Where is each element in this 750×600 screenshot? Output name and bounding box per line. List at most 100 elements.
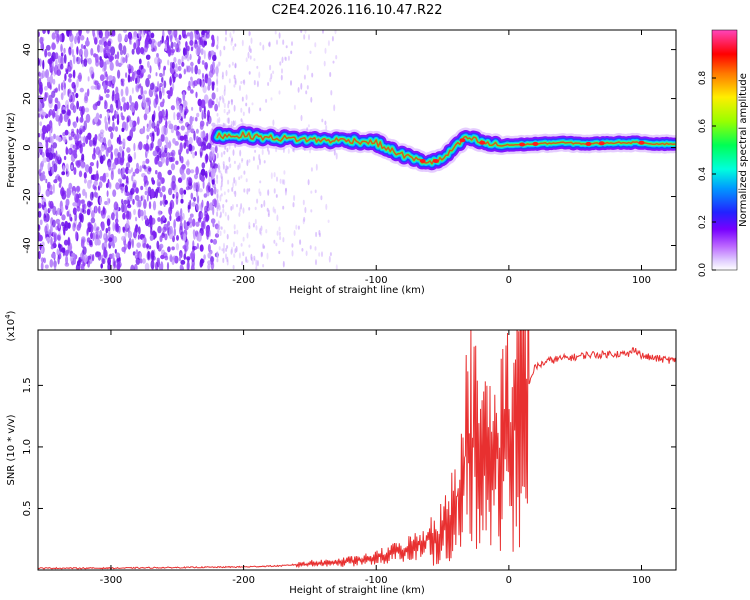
spectrogram-noise-speck (186, 125, 192, 133)
spectrogram-noise-speck (212, 150, 215, 161)
spectrogram-noise-speck (129, 76, 133, 82)
spectrogram-noise-speck (232, 46, 235, 51)
spectrogram-noise-speck (85, 191, 88, 199)
spectrogram-noise-speck (44, 264, 49, 269)
spectrogram-noise-speck (68, 182, 73, 190)
spectrogram-noise-speck (256, 260, 259, 267)
spectrogram-noise-speck (54, 103, 58, 112)
spectrogram-noise-speck (151, 114, 155, 123)
spectrogram-noise-speck (167, 30, 172, 35)
spectrogram-noise-speck (227, 214, 230, 221)
spectrogram-noise-speck (216, 72, 219, 79)
spectrogram-noise-speck (238, 212, 241, 217)
spectrogram-noise-speck (284, 56, 287, 62)
spectrogram-noise-speck (72, 190, 76, 196)
spectrogram-noise-speck (259, 227, 262, 235)
spectrogram-noise-speck (151, 251, 155, 261)
spectrogram-noise-speck (64, 262, 70, 267)
spectrogram-noise-speck (229, 32, 232, 38)
spectrogram-noise-speck (266, 207, 269, 212)
spectrogram-noise-speck (80, 35, 85, 41)
spectrogram-noise-speck (46, 124, 51, 132)
spectrogram-noise-speck (41, 151, 45, 158)
spectrogram-noise-speck (130, 127, 133, 136)
snr-y-tick-label: 1.0 (22, 439, 33, 455)
spectrogram-noise-speck (315, 259, 317, 266)
spectrogram-noise-speck (62, 247, 66, 257)
spectrogram-noise-speck (123, 30, 127, 34)
spectrogram-noise-speck (51, 90, 56, 99)
spectrogram-noise-speck (240, 203, 243, 210)
spectrogram-noise-speck (95, 227, 99, 234)
spectrogram-noise-speck (76, 185, 81, 192)
spectrogram-noise-speck (214, 233, 220, 238)
spectrogram-noise-speck (168, 45, 172, 53)
spectrogram-noise-speck (87, 76, 90, 82)
spectrogram-noise-speck (70, 164, 74, 170)
spectrogram-noise-speck (276, 39, 278, 45)
spectrogram-noise-speck (245, 178, 248, 183)
snr-frame (37, 329, 677, 571)
spectrogram-noise-speck (166, 41, 170, 49)
spectrogram-noise-speck (212, 54, 217, 62)
spectrogram-noise-speck (72, 69, 76, 79)
spectrogram-x-tick-label: -300 (100, 275, 123, 286)
spectrogram-noise-speck (61, 171, 66, 176)
spectrogram-noise-speck (80, 239, 85, 249)
spectrogram-noise-speck (143, 209, 147, 218)
spectrogram-noise-speck (324, 120, 327, 126)
spectrogram-noise-speck (111, 252, 115, 260)
spectrogram-noise-speck (104, 99, 107, 106)
spectrogram-noise-speck (104, 30, 110, 39)
spectrogram-x-tick-label: 0 (506, 275, 512, 286)
spectrogram-noise-speck (259, 180, 262, 184)
spectrogram-noise-speck (157, 171, 162, 180)
spectrogram-noise-speck (88, 139, 94, 147)
spectrogram-noise-speck (93, 222, 97, 232)
spectrogram-noise-speck (202, 180, 205, 189)
spectrogram-noise-speck (202, 137, 207, 146)
spectrogram-noise-speck (103, 249, 108, 259)
spectrogram-noise-speck (242, 111, 245, 117)
spectrogram-noise-speck (214, 223, 219, 230)
spectrogram-noise-speck (130, 105, 135, 113)
spectrogram-peak-spot (519, 142, 526, 147)
spectrogram-noise-speck (197, 232, 202, 242)
spectrogram-noise-speck (210, 161, 213, 169)
spectrogram-noise-speck (232, 241, 235, 248)
spectrogram-noise-speck (124, 121, 129, 132)
spectrogram-noise-speck (117, 168, 121, 175)
spectrogram-noise-speck (38, 141, 41, 147)
spectrogram-noise-speck (51, 42, 56, 50)
spectrogram-noise-speck (50, 66, 55, 72)
spectrogram-noise-speck (157, 105, 161, 112)
spectrogram-noise-speck (39, 243, 42, 251)
spectrogram-noise-speck (216, 189, 219, 193)
spectrogram-noise-speck (85, 39, 90, 47)
spectrogram-x-label: Height of straight line (km) (289, 285, 425, 296)
spectrogram-noise-speck (121, 235, 126, 241)
spectrogram-noise-speck (173, 228, 176, 237)
spectrogram-noise-speck (210, 146, 216, 153)
spectrogram-noise-speck (206, 121, 209, 127)
spectrogram-noise-speck (124, 243, 128, 250)
spectrogram-noise-speck (125, 212, 130, 220)
spectrogram-noise-speck (192, 218, 196, 227)
spectrogram-noise-speck (232, 120, 235, 127)
spectrogram-noise-speck (69, 256, 73, 262)
spectrogram-noise-speck (74, 135, 78, 144)
spectrogram-noise-speck (98, 181, 103, 189)
spectrogram-noise-speck (83, 254, 88, 263)
spectrogram-noise-speck (42, 30, 47, 34)
spectrogram-noise-speck (238, 162, 241, 169)
spectrogram-noise-speck (84, 107, 90, 113)
spectrogram-noise-speck (156, 129, 159, 137)
spectrogram-noise-speck (49, 74, 54, 85)
spectrogram-noise-speck (93, 53, 97, 58)
snr-scale-label: (x104) (4, 310, 17, 341)
spectrogram-noise-speck (140, 195, 143, 202)
spectrogram-noise-speck (143, 90, 147, 95)
spectrogram-noise-speck (210, 239, 214, 243)
spectrogram-noise-speck (163, 126, 167, 136)
